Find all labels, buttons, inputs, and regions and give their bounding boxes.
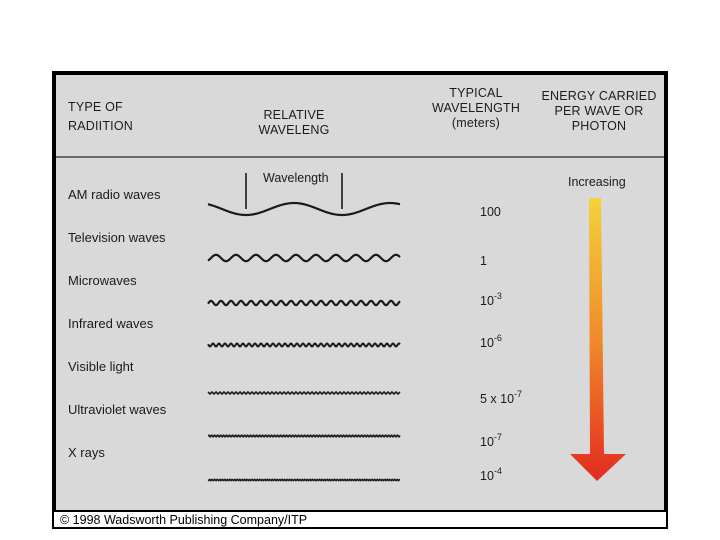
wavelength-microwaves: 10-3 (480, 291, 502, 308)
header-typical-line3: (meters) (451, 116, 501, 130)
radiation-type-xrays: X rays (68, 445, 105, 460)
wave-group (207, 201, 401, 482)
wavelength-am: 100 (480, 202, 501, 219)
infrared-wave (207, 342, 401, 348)
wavelength-infrared-base: 10 (480, 336, 494, 350)
wavelength-ultraviolet: 10-7 (480, 432, 502, 449)
visible-light-wave (207, 390, 401, 396)
header-divider (56, 156, 664, 158)
wavelength-ultraviolet-exp: -7 (493, 432, 502, 442)
header-energy-line1: ENERGY CARRIED (541, 89, 657, 103)
wavelength-ultraviolet-base: 10 (480, 435, 494, 449)
copyright-bar: © 1998 Wadsworth Publishing Company/ITP (52, 510, 668, 529)
wavelength-television: 1 (480, 251, 487, 268)
header-type: TYPE OF RADIITION (68, 100, 133, 134)
microwave-wave (207, 299, 401, 307)
header-typical-line1: TYPICAL (449, 86, 503, 100)
copyright-text: © 1998 Wadsworth Publishing Company/ITP (60, 513, 308, 527)
wavelength-marker (245, 173, 343, 209)
television-wave (207, 253, 401, 263)
wavelength-infrared: 10-6 (480, 333, 502, 350)
wavelength-xrays-exp: -4 (493, 466, 502, 476)
energy-increasing-arrow (570, 198, 626, 481)
wavelength-television-base: 1 (480, 254, 487, 268)
radiation-type-microwaves: Microwaves (68, 273, 137, 288)
header-type-line1: TYPE OF (68, 100, 123, 114)
x-ray-wave (207, 478, 401, 482)
radiation-type-television: Television waves (68, 230, 166, 245)
wavelength-visible-exp: -7 (514, 389, 523, 399)
increasing-label: Increasing (568, 175, 626, 189)
wavelength-xrays-base: 10 (480, 469, 494, 483)
radiation-type-ultraviolet: Ultraviolet waves (68, 402, 167, 417)
ultraviolet-wave (207, 434, 401, 438)
wavelength-am-base: 100 (480, 205, 501, 219)
header-relative: RELATIVE WAVELENG (254, 108, 334, 138)
header-typical: TYPICAL WAVELENGTH (meters) (424, 86, 528, 131)
wavelength-xrays: 10-4 (480, 466, 502, 483)
header-energy-line3: PHOTON (571, 119, 627, 133)
radiation-type-visible: Visible light (68, 359, 134, 374)
wavelength-visible-base: 5 x 10 (480, 392, 515, 406)
wavelength-microwaves-exp: -3 (493, 291, 502, 301)
header-relative-line2: WAVELENG (258, 123, 330, 137)
am-radio-wave (207, 201, 401, 217)
radiation-type-infrared: Infrared waves (68, 316, 154, 331)
radiation-type-am: AM radio waves (68, 187, 161, 202)
header-energy-line2: PER WAVE OR (554, 104, 644, 118)
header-energy: ENERGY CARRIED PER WAVE OR PHOTON (532, 89, 666, 134)
wavelength-label: Wavelength (263, 171, 329, 185)
wavelength-microwaves-base: 10 (480, 294, 494, 308)
header-typical-line2: WAVELENGTH (431, 101, 521, 115)
header-relative-line1: RELATIVE (263, 108, 325, 122)
wavelength-infrared-exp: -6 (493, 333, 502, 343)
header-type-line2: RADIITION (68, 119, 133, 133)
wavelength-visible: 5 x 10-7 (480, 389, 522, 406)
